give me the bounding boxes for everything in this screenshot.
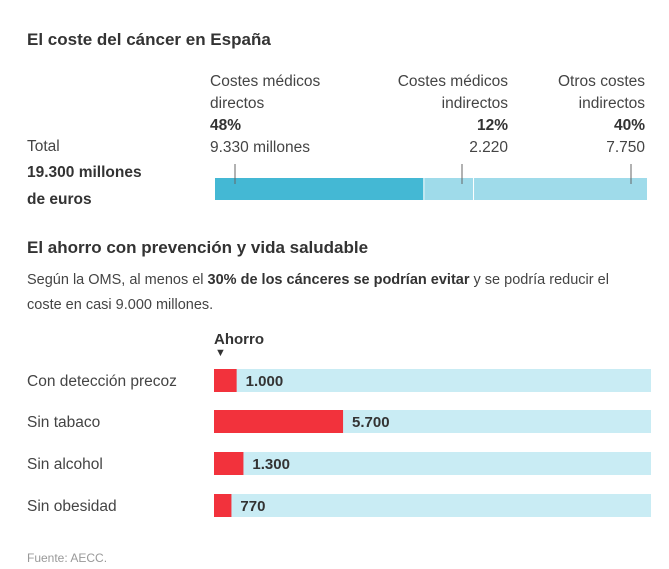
category-label: Sin obesidad xyxy=(27,498,117,515)
segment-indirect-percent: 12% xyxy=(476,117,508,134)
down-triangle-icon: ▼ xyxy=(215,347,226,359)
source-note: Fuente: AECC. xyxy=(27,551,108,565)
category-label: Sin tabaco xyxy=(27,414,100,431)
cost-segment-0 xyxy=(215,178,424,200)
segment-label-other: Otros costes indirectos 40% 7.750 xyxy=(558,71,645,159)
chart-title-savings: El ahorro con prevención y vida saludabl… xyxy=(27,238,369,257)
cost-segment-1 xyxy=(423,178,474,200)
savings-bar xyxy=(214,452,244,475)
savings-bar xyxy=(214,494,232,517)
bar-track xyxy=(214,452,651,475)
segment-label-direct: Costes médicos directos 48% 9.330 millon… xyxy=(210,71,320,159)
segment-other-name-line1: Otros costes xyxy=(558,73,645,90)
total-label: Total xyxy=(27,138,60,155)
segment-direct-name-line1: Costes médicos xyxy=(210,73,321,90)
segment-indirect-name-line1: Costes médicos xyxy=(397,73,508,90)
bar-value-label: 770 xyxy=(240,498,265,515)
intro-text: Según la OMS, al menos el 30% de los cán… xyxy=(27,268,657,318)
segment-other-value: 7.750 xyxy=(606,139,645,156)
segment-direct-percent: 48% xyxy=(210,117,242,134)
bar-value-label: 5.700 xyxy=(352,414,390,431)
segment-other-name-line2: indirectos xyxy=(578,95,645,112)
bar-track xyxy=(214,494,651,517)
cost-segment-2 xyxy=(473,178,647,200)
intro-bold: 30% de los cánceres se podrían evitar xyxy=(207,272,470,288)
segment-indirect-name-line2: indirectos xyxy=(441,95,508,112)
total-block: Total 19.300 millones de euros xyxy=(27,135,142,213)
total-value-line2: de euros xyxy=(27,191,92,208)
series-label-ahorro: Ahorro xyxy=(214,331,264,348)
bar-value-label: 1.300 xyxy=(252,456,290,473)
segment-direct-value: 9.330 millones xyxy=(210,139,310,156)
chart-title-cost: El coste del cáncer en España xyxy=(27,30,271,49)
segment-direct-name-line2: directos xyxy=(210,95,265,112)
intro-line2: coste en casi 9.000 millones. xyxy=(27,297,214,313)
intro-line1: Según la OMS, al menos el 30% de los cán… xyxy=(27,268,657,293)
total-value-line1: 19.300 millones xyxy=(27,164,142,181)
intro-after: y se podría reducir el xyxy=(469,272,609,288)
savings-bar xyxy=(214,410,344,433)
segment-other-percent: 40% xyxy=(613,117,645,134)
segment-indirect-value: 2.220 xyxy=(469,139,508,156)
bar-value-label: 1.000 xyxy=(246,373,284,390)
intro-before: Según la OMS, al menos el xyxy=(27,272,208,288)
segment-label-indirect: Costes médicos indirectos 12% 2.220 xyxy=(398,71,508,159)
bar-track xyxy=(214,369,651,392)
category-label: Sin alcohol xyxy=(27,456,103,473)
savings-bar xyxy=(214,369,237,392)
category-label: Con detección precoz xyxy=(27,373,177,390)
